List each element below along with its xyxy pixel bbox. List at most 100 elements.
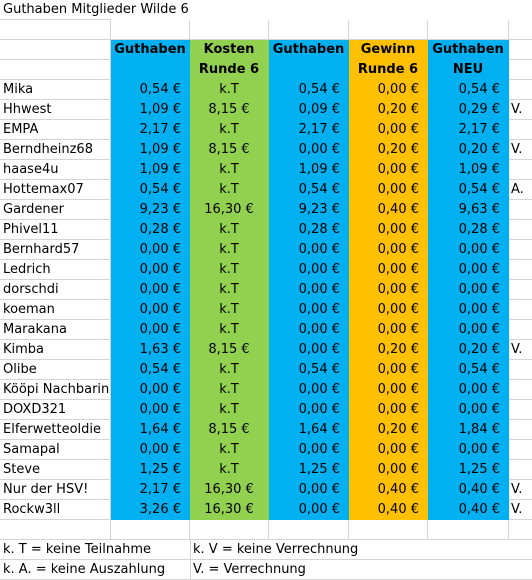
cell[interactable] bbox=[349, 20, 428, 40]
gewinn-value[interactable]: 0,00 € bbox=[349, 380, 428, 400]
guthaben-2-value[interactable]: 0,00 € bbox=[269, 260, 349, 280]
gewinn-value[interactable]: 0,00 € bbox=[349, 440, 428, 460]
member-name[interactable]: Olibe bbox=[0, 360, 111, 380]
guthaben-value[interactable]: 1,09 € bbox=[111, 160, 190, 180]
guthaben-value[interactable]: 0,28 € bbox=[111, 220, 190, 240]
member-name[interactable]: Steve bbox=[0, 460, 111, 480]
cell[interactable] bbox=[269, 520, 349, 540]
guthaben-2-value[interactable]: 0,00 € bbox=[269, 340, 349, 360]
guthaben-value[interactable]: 0,00 € bbox=[111, 240, 190, 260]
member-name[interactable]: Phivel11 bbox=[0, 220, 111, 240]
kosten-value[interactable]: 16,30 € bbox=[190, 200, 269, 220]
guthaben-value[interactable]: 0,54 € bbox=[111, 360, 190, 380]
guthaben-2-value[interactable]: 0,00 € bbox=[269, 240, 349, 260]
guthaben-value[interactable]: 9,23 € bbox=[111, 200, 190, 220]
note-value[interactable]: V. bbox=[509, 140, 532, 160]
guthaben-2-value[interactable]: 0,00 € bbox=[269, 480, 349, 500]
kosten-value[interactable]: k.T bbox=[190, 160, 269, 180]
guthaben-neu-value[interactable]: 0,00 € bbox=[428, 300, 509, 320]
gewinn-value[interactable]: 0,20 € bbox=[349, 340, 428, 360]
member-name[interactable]: Ledrich bbox=[0, 260, 111, 280]
guthaben-neu-value[interactable]: 2,17 € bbox=[428, 120, 509, 140]
legend-item[interactable]: k. V = keine Verrechnung bbox=[193, 542, 359, 557]
kosten-value[interactable]: k.T bbox=[190, 360, 269, 380]
header-guthaben-neu-sub[interactable]: NEU bbox=[428, 60, 509, 80]
guthaben-2-value[interactable]: 0,00 € bbox=[269, 280, 349, 300]
note-value[interactable] bbox=[509, 220, 532, 240]
kosten-value[interactable]: 16,30 € bbox=[190, 500, 269, 520]
guthaben-neu-value[interactable]: 0,54 € bbox=[428, 80, 509, 100]
gewinn-value[interactable]: 0,00 € bbox=[349, 120, 428, 140]
gewinn-value[interactable]: 0,00 € bbox=[349, 240, 428, 260]
guthaben-value[interactable]: 0,00 € bbox=[111, 260, 190, 280]
note-value[interactable] bbox=[509, 240, 532, 260]
note-value[interactable] bbox=[509, 440, 532, 460]
note-value[interactable]: V. bbox=[509, 500, 532, 520]
guthaben-neu-value[interactable]: 0,00 € bbox=[428, 260, 509, 280]
member-name[interactable]: dorschdi bbox=[0, 280, 111, 300]
guthaben-2-value[interactable]: 2,17 € bbox=[269, 120, 349, 140]
cell[interactable] bbox=[428, 20, 509, 40]
cell[interactable] bbox=[0, 40, 111, 60]
note-value[interactable] bbox=[509, 420, 532, 440]
guthaben-neu-value[interactable]: 0,40 € bbox=[428, 500, 509, 520]
cell[interactable] bbox=[509, 40, 532, 60]
kosten-value[interactable]: 8,15 € bbox=[190, 340, 269, 360]
guthaben-neu-value[interactable]: 0,20 € bbox=[428, 140, 509, 160]
member-name[interactable]: koeman bbox=[0, 300, 111, 320]
cell[interactable] bbox=[0, 520, 111, 540]
member-name[interactable]: DOXD321 bbox=[0, 400, 111, 420]
guthaben-value[interactable]: 2,17 € bbox=[111, 480, 190, 500]
header-guthaben-sub[interactable] bbox=[111, 60, 190, 80]
guthaben-value[interactable]: 1,64 € bbox=[111, 420, 190, 440]
sheet-title[interactable]: Guthaben Mitglieder Wilde 6 bbox=[0, 0, 189, 20]
guthaben-value[interactable]: 1,09 € bbox=[111, 140, 190, 160]
guthaben-value[interactable]: 0,54 € bbox=[111, 180, 190, 200]
member-name[interactable]: Bernhard57 bbox=[0, 240, 111, 260]
guthaben-neu-value[interactable]: 0,00 € bbox=[428, 320, 509, 340]
header-guthaben-2[interactable]: Guthaben bbox=[269, 40, 349, 60]
member-name[interactable]: Nur der HSV! bbox=[0, 480, 111, 500]
guthaben-2-value[interactable]: 0,00 € bbox=[269, 380, 349, 400]
kosten-value[interactable]: k.T bbox=[190, 440, 269, 460]
header-kosten-sub[interactable]: Runde 6 bbox=[190, 60, 269, 80]
guthaben-neu-value[interactable]: 0,29 € bbox=[428, 100, 509, 120]
guthaben-2-value[interactable]: 0,54 € bbox=[269, 360, 349, 380]
guthaben-neu-value[interactable]: 0,20 € bbox=[428, 340, 509, 360]
guthaben-value[interactable]: 1,09 € bbox=[111, 100, 190, 120]
gewinn-value[interactable]: 0,20 € bbox=[349, 100, 428, 120]
guthaben-2-value[interactable]: 0,00 € bbox=[269, 320, 349, 340]
gewinn-value[interactable]: 0,00 € bbox=[349, 400, 428, 420]
kosten-value[interactable]: k.T bbox=[190, 120, 269, 140]
kosten-value[interactable]: 8,15 € bbox=[190, 100, 269, 120]
cell[interactable] bbox=[509, 20, 532, 40]
note-value[interactable] bbox=[509, 380, 532, 400]
guthaben-value[interactable]: 0,54 € bbox=[111, 80, 190, 100]
member-name[interactable]: Hottemax07 bbox=[0, 180, 111, 200]
note-value[interactable] bbox=[509, 280, 532, 300]
gewinn-value[interactable]: 0,00 € bbox=[349, 280, 428, 300]
kosten-value[interactable]: k.T bbox=[190, 400, 269, 420]
gewinn-value[interactable]: 0,20 € bbox=[349, 140, 428, 160]
guthaben-2-value[interactable]: 1,25 € bbox=[269, 460, 349, 480]
kosten-value[interactable]: k.T bbox=[190, 220, 269, 240]
legend-item[interactable]: V. = Verrechnung bbox=[193, 562, 306, 577]
header-guthaben-neu[interactable]: Guthaben bbox=[428, 40, 509, 60]
cell[interactable] bbox=[349, 520, 428, 540]
guthaben-value[interactable]: 1,63 € bbox=[111, 340, 190, 360]
guthaben-value[interactable]: 0,00 € bbox=[111, 440, 190, 460]
guthaben-neu-value[interactable]: 0,54 € bbox=[428, 360, 509, 380]
guthaben-value[interactable]: 0,00 € bbox=[111, 400, 190, 420]
cell[interactable] bbox=[190, 520, 269, 540]
member-name[interactable]: Samapal bbox=[0, 440, 111, 460]
header-guthaben[interactable]: Guthaben bbox=[111, 40, 190, 60]
note-value[interactable]: V. bbox=[509, 100, 532, 120]
guthaben-value[interactable]: 0,00 € bbox=[111, 300, 190, 320]
guthaben-neu-value[interactable]: 9,63 € bbox=[428, 200, 509, 220]
cell[interactable] bbox=[0, 20, 111, 40]
header-guthaben-2-sub[interactable] bbox=[269, 60, 349, 80]
guthaben-2-value[interactable]: 1,64 € bbox=[269, 420, 349, 440]
note-value[interactable] bbox=[509, 260, 532, 280]
member-name[interactable]: Kööpi Nachbarin bbox=[0, 380, 111, 400]
cell[interactable] bbox=[509, 60, 532, 80]
